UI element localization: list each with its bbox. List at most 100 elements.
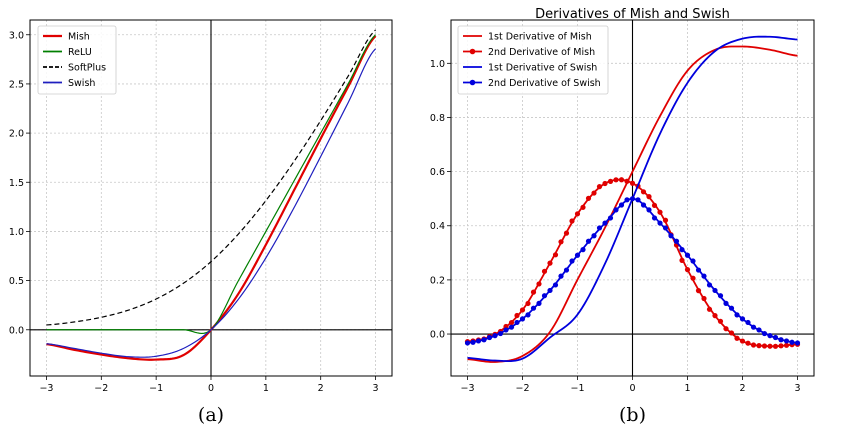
series-line-1st-derivative-of-mish [467,45,798,363]
legend-label: Swish [68,78,95,89]
series-marker [492,333,498,339]
series-marker [470,339,476,345]
x-tick-label: 3 [794,383,800,394]
series-marker [723,326,729,332]
series-marker [591,233,597,239]
series-marker [712,287,718,294]
series-marker [602,220,608,226]
x-tick-label: −2 [515,383,529,394]
x-tick-label: 0 [208,383,214,394]
chart-title: Derivatives of Mish and Swish [535,7,730,22]
series-marker [585,238,592,244]
series-marker [569,258,575,264]
series-marker [640,189,647,195]
series-marker [563,230,570,236]
series-marker [761,343,768,349]
x-tick-label: −3 [460,383,474,394]
series-marker [635,197,641,203]
series-marker [745,319,751,326]
y-tick-label: 2.0 [9,129,24,140]
series-marker [772,343,779,349]
series-marker [591,190,597,196]
series-marker [657,209,663,215]
legend-label: 1st Derivative of Mish [488,32,592,43]
y-tick-label: 1.0 [430,59,445,70]
x-tick-label: −1 [570,383,584,394]
series-marker [585,195,592,201]
series-marker [684,267,691,273]
series-marker [728,330,735,336]
series-marker [497,330,504,337]
series-marker [690,258,696,264]
legend-label: 1st Derivative of Swish [488,63,597,74]
series-marker [530,305,537,311]
series-marker [679,257,685,263]
series-marker [596,184,603,190]
legend-label: 2nd Derivative of Swish [488,78,601,89]
x-tick-label: 1 [263,383,269,394]
series-marker [651,215,658,221]
series-marker [530,289,537,295]
series-marker [563,267,570,273]
series-marker [646,194,652,200]
series-marker [519,307,526,313]
series-marker [503,327,509,333]
series-marker [734,312,740,318]
series-marker [783,342,790,348]
series-marker [783,338,790,344]
series-marker [618,177,625,183]
series-marker [541,268,548,274]
y-tick-label: 0.6 [430,167,445,178]
y-tick-label: 0.0 [430,330,445,341]
series-marker [574,211,581,217]
series-marker [767,333,773,339]
series-marker [739,316,746,322]
plot-area [46,29,377,361]
x-tick-label: 2 [739,383,745,394]
series-marker [624,197,630,203]
series-marker [629,180,636,186]
legend-label: Mish [68,32,90,43]
series-marker [580,204,586,210]
series-marker [613,177,619,183]
series-marker [508,319,515,326]
series-marker [596,225,603,231]
series-marker [618,202,625,208]
y-tick-label: 0.4 [430,221,445,232]
series-marker [684,252,691,258]
series-marker [536,281,542,287]
legend-box [37,25,117,95]
series-marker [778,337,784,343]
series-marker [574,252,581,258]
legend-label: ReLU [68,47,92,58]
series-marker [778,343,784,349]
series-marker [547,260,553,266]
series-marker [525,312,531,318]
series-marker [690,275,696,281]
series-marker [552,252,559,258]
y-tick-label: 0.2 [430,275,445,286]
series-marker [756,327,762,333]
legend-box [457,25,609,95]
series-marker [717,318,724,324]
y-tick-label: 0.0 [9,325,24,336]
series-marker [547,287,553,294]
x-tick-label: −1 [149,383,163,394]
series-marker [602,180,608,187]
series-marker [712,313,718,319]
series-marker [723,300,729,306]
legend-marker [469,79,476,86]
x-tick-label: 3 [373,383,379,394]
series-marker [525,300,531,307]
series-marker [679,247,685,253]
series-marker [624,178,630,184]
y-tick-label: 0.8 [430,113,445,124]
series-marker [756,343,762,349]
series-marker [519,316,526,322]
series-marker [706,282,713,288]
legend-marker [469,48,476,55]
series-marker [475,338,482,344]
series-marker [536,300,542,306]
chart-a: −3 −2 −1 0 1 2 3 0.0 0.5 1.0 1.5 2.0 2.5 3.0 Mish ReLU S… [9,19,393,426]
